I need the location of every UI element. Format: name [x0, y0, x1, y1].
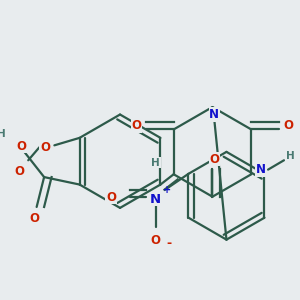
- Text: H: H: [286, 151, 295, 160]
- Text: O: O: [106, 191, 116, 204]
- Text: O: O: [284, 119, 294, 132]
- Text: N: N: [256, 163, 266, 176]
- Text: O: O: [131, 119, 141, 132]
- Text: O: O: [14, 165, 24, 178]
- Text: H: H: [0, 129, 5, 139]
- Text: O: O: [40, 141, 50, 154]
- Text: N: N: [209, 108, 219, 121]
- Text: O: O: [151, 234, 161, 247]
- Text: N: N: [150, 193, 161, 206]
- Text: O: O: [30, 212, 40, 225]
- Text: O: O: [17, 140, 27, 153]
- Text: +: +: [163, 185, 171, 195]
- Text: O: O: [209, 153, 219, 166]
- Text: -: -: [166, 237, 171, 250]
- Text: H: H: [152, 158, 160, 168]
